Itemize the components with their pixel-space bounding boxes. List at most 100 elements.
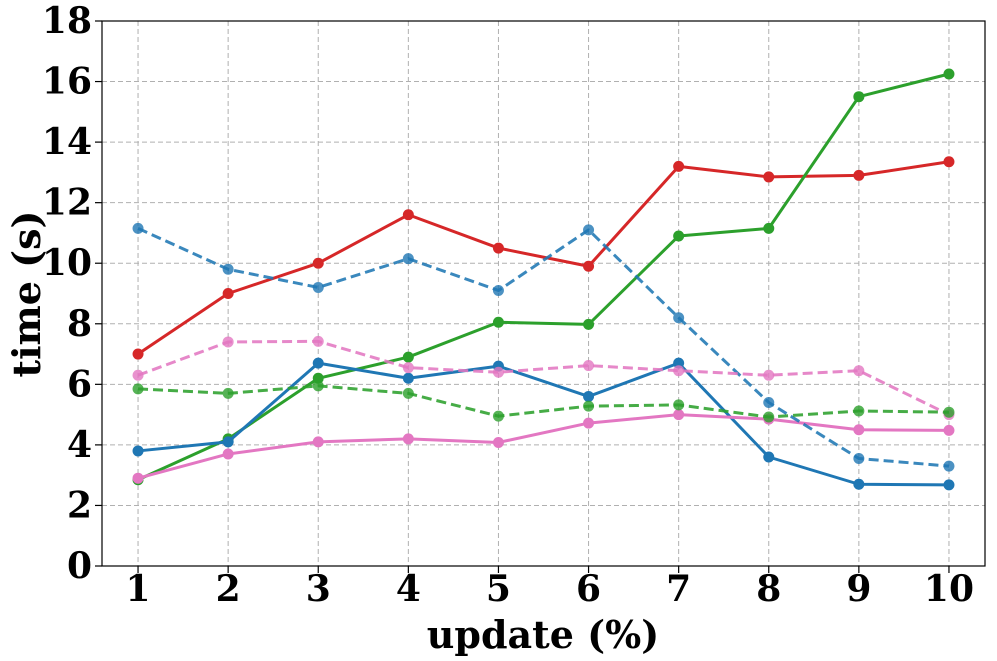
x-tick-label: 8 [756, 568, 781, 610]
data-point [312, 257, 324, 269]
data-point [673, 357, 685, 369]
data-point [853, 424, 865, 436]
data-point [402, 351, 414, 363]
data-point [853, 365, 865, 377]
series-line [137, 384, 949, 419]
x-tick-label: 6 [576, 568, 601, 610]
x-tick-label: 2 [216, 568, 241, 610]
data-point [132, 348, 144, 360]
data-point [943, 68, 955, 80]
data-point [763, 369, 775, 381]
data-point [943, 460, 955, 472]
data-point [583, 400, 595, 412]
data-point [222, 288, 234, 299]
data-point [673, 399, 685, 411]
data-point [222, 263, 234, 275]
data-point [853, 169, 865, 181]
data-point [222, 436, 234, 448]
data-point [402, 372, 414, 384]
y-tick-label: 2 [67, 484, 92, 526]
y-axis-title: time (s) [4, 211, 49, 378]
data-point [132, 222, 144, 234]
x-tick-label: 4 [396, 568, 421, 610]
data-point [943, 156, 955, 168]
y-tick-label: 14 [42, 121, 92, 163]
x-tick-label: 7 [666, 568, 691, 610]
series-line [137, 227, 950, 468]
data-point [853, 453, 865, 465]
data-point [222, 387, 234, 399]
x-tick-label: 5 [486, 568, 511, 610]
data-point [222, 448, 234, 460]
series-layer [132, 68, 955, 491]
data-point [853, 478, 865, 490]
data-point [853, 405, 865, 417]
data-point [943, 406, 955, 418]
data-point [312, 380, 324, 392]
series-line [136, 72, 951, 482]
series-line [136, 361, 951, 487]
data-point [583, 360, 595, 372]
data-point [402, 362, 414, 374]
data-point [763, 451, 775, 463]
data-point [763, 171, 775, 183]
data-point [222, 336, 234, 348]
data-point [583, 318, 595, 330]
y-tick-label: 0 [67, 545, 92, 587]
series-line [136, 160, 951, 356]
series-7 [132, 380, 955, 423]
data-point [673, 160, 685, 172]
x-axis-title: update (%) [427, 612, 659, 657]
data-point [132, 472, 144, 484]
data-point [132, 383, 144, 395]
data-point [402, 209, 414, 221]
data-point [402, 433, 414, 445]
data-point [673, 409, 685, 421]
data-point [492, 284, 504, 296]
grid [102, 21, 985, 566]
data-point [312, 281, 324, 293]
data-point [673, 230, 685, 242]
x-tick-label: 9 [846, 568, 871, 610]
data-point [673, 365, 685, 377]
series-5 [132, 222, 955, 472]
data-point [583, 417, 595, 429]
data-point [402, 253, 414, 265]
data-point [312, 372, 324, 384]
x-tick-label: 1 [126, 568, 151, 610]
plot-frame [101, 20, 986, 567]
series-line [136, 413, 951, 480]
x-tick-label: 3 [306, 568, 331, 610]
series-4 [132, 409, 955, 484]
data-point [583, 390, 595, 402]
series-line [137, 339, 950, 416]
series-1 [132, 156, 955, 360]
data-point [673, 312, 685, 324]
series-3 [132, 357, 955, 491]
data-point [312, 357, 324, 369]
y-tick-label: 18 [42, 0, 92, 42]
data-point [492, 366, 504, 378]
data-point [583, 224, 595, 236]
data-point [943, 479, 955, 491]
data-point [312, 335, 324, 347]
data-point [763, 397, 775, 408]
data-point [943, 424, 955, 436]
data-point [132, 445, 144, 457]
y-tick-label: 12 [42, 182, 92, 224]
data-point [492, 316, 504, 328]
series-6 [132, 335, 955, 421]
data-point [763, 222, 775, 234]
data-point [132, 369, 144, 381]
data-point [492, 436, 504, 448]
y-tick-label: 8 [67, 303, 92, 345]
y-tick-label: 6 [67, 363, 92, 405]
y-tick-label: 4 [67, 424, 92, 466]
data-point [492, 242, 504, 254]
y-tick-label: 16 [42, 61, 92, 103]
y-tick-label: 10 [42, 242, 92, 284]
data-point [312, 436, 324, 448]
x-tick-label: 10 [924, 568, 974, 610]
data-point [492, 410, 504, 422]
